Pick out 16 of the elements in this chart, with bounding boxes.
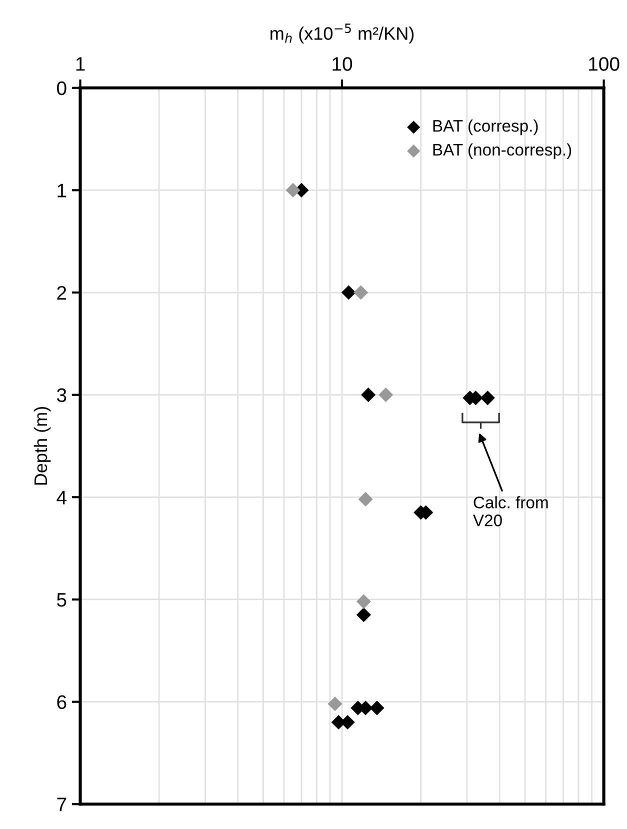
y-tick-label: 6: [57, 695, 66, 710]
x-tick-label: 1: [76, 57, 85, 71]
legend-label: BAT (corresp.): [433, 120, 538, 136]
legend-label: BAT (non-corresp.): [433, 143, 572, 159]
x-tick-label: 10: [332, 57, 352, 71]
y-tick-label: 3: [56, 388, 66, 402]
x-tick-label: 100: [589, 57, 620, 71]
annotation: Calc. from V20: [472, 496, 548, 526]
y-tick-label: 0: [57, 81, 66, 96]
x-axis-title: m$_{h}$ (x10$^{−5}$ m²/KN): [270, 24, 414, 44]
y-axis-title: Depth (m): [34, 406, 51, 485]
y-tick-label: 4: [56, 490, 66, 504]
y-tick-label: 5: [57, 593, 66, 607]
y-tick-label: 7: [57, 798, 66, 812]
y-tick-label: 2: [57, 286, 66, 300]
y-tick-label: 1: [58, 184, 66, 198]
